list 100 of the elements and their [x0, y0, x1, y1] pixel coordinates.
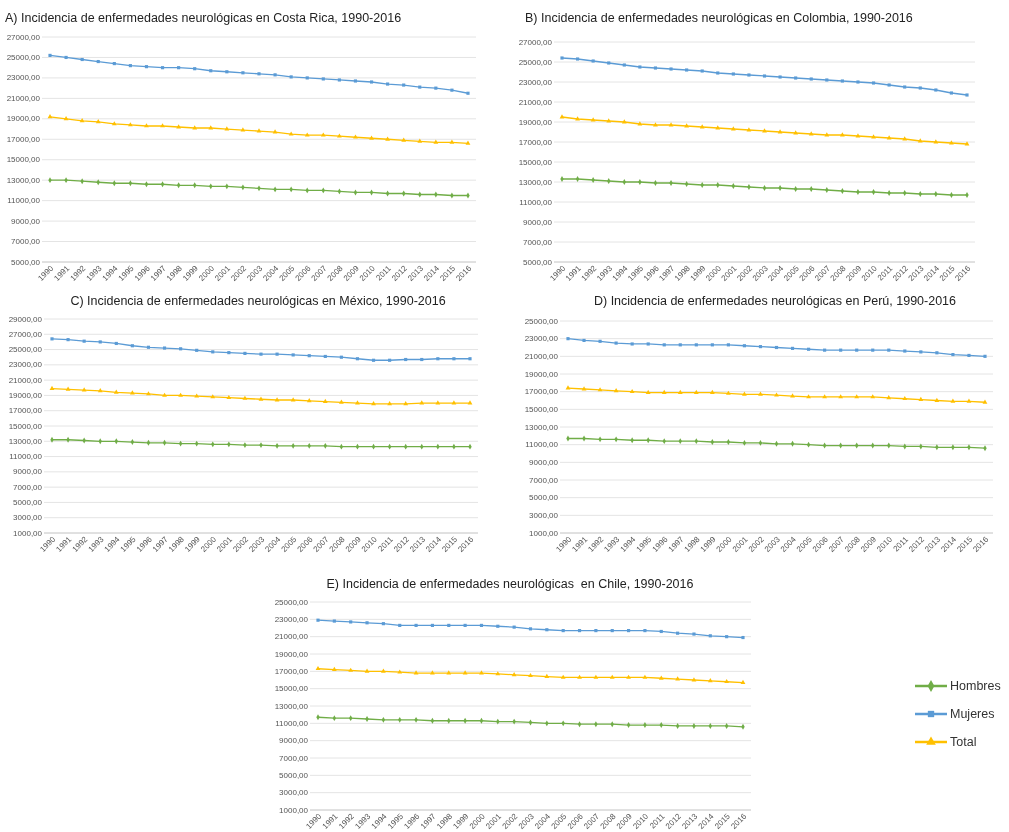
point: [241, 71, 245, 75]
chart-title: B) Incidencia de enfermedades neurológicas en Colombia, 1990-2016: [525, 11, 913, 25]
y-tick-label: 13000,00: [518, 177, 553, 187]
point: [162, 392, 167, 397]
y-tick-label: 11000,00: [519, 197, 553, 207]
point: [337, 78, 341, 82]
point: [576, 57, 580, 61]
point: [380, 668, 386, 673]
point: [544, 673, 550, 678]
point: [381, 716, 386, 723]
point: [565, 385, 571, 390]
point: [774, 440, 779, 447]
y-tick-label: 25000,00: [6, 53, 41, 63]
point: [242, 395, 248, 400]
y-tick-label: 17000,00: [274, 666, 309, 676]
point: [903, 85, 907, 89]
point: [824, 132, 830, 137]
point: [747, 73, 751, 77]
point: [79, 118, 85, 123]
point: [758, 345, 763, 349]
y-tick-label: 13000,00: [8, 436, 43, 446]
point: [871, 348, 875, 352]
point: [80, 57, 84, 62]
point: [626, 674, 631, 679]
point: [323, 442, 328, 449]
point: [275, 352, 279, 356]
point: [762, 185, 767, 191]
point: [577, 721, 582, 728]
point: [643, 629, 647, 633]
point: [742, 391, 747, 396]
point: [762, 74, 767, 78]
point: [577, 674, 582, 679]
point: [806, 441, 811, 448]
point: [403, 443, 408, 450]
point: [822, 394, 828, 399]
y-tick-label: 13000,00: [274, 701, 309, 711]
y-tick-label: 1000,00: [279, 805, 309, 815]
point: [466, 91, 470, 95]
point: [793, 130, 799, 135]
point: [226, 394, 232, 400]
point: [305, 76, 309, 80]
point: [725, 635, 729, 639]
point: [160, 181, 165, 188]
point: [447, 623, 451, 627]
point: [607, 61, 611, 65]
point: [560, 56, 564, 60]
point: [243, 351, 247, 355]
point: [398, 623, 402, 627]
line-series: [560, 176, 969, 198]
point: [331, 666, 337, 671]
point: [452, 357, 456, 361]
point: [348, 715, 353, 722]
point: [614, 341, 618, 345]
point: [291, 353, 295, 357]
point: [336, 133, 342, 138]
point: [414, 623, 418, 627]
point: [838, 394, 844, 399]
point: [840, 188, 845, 194]
point: [545, 628, 549, 632]
y-tick-label: 5000,00: [279, 770, 309, 780]
point: [273, 73, 277, 77]
point: [903, 349, 907, 353]
point: [742, 344, 746, 348]
point: [144, 65, 149, 69]
point: [693, 389, 699, 394]
point: [902, 395, 908, 401]
point: [403, 401, 409, 406]
chart-title: A) Incidencia de enfermedades neurológicas en Costa Rica, 1990-2016: [5, 11, 402, 25]
point: [710, 439, 715, 445]
y-tick-label: 7000,00: [11, 237, 41, 247]
point: [162, 346, 167, 350]
point: [349, 620, 353, 624]
point: [731, 72, 735, 76]
point: [209, 69, 213, 73]
point: [561, 629, 565, 633]
y-tick-label: 9000,00: [13, 467, 43, 477]
point: [724, 678, 730, 684]
y-tick-label: 27000,00: [518, 37, 553, 47]
y-tick-label: 19000,00: [518, 117, 553, 127]
point: [468, 357, 472, 361]
y-tick-label: 25000,00: [274, 597, 309, 607]
point: [388, 358, 392, 362]
point: [758, 391, 763, 396]
legend-label: Hombres: [950, 679, 1001, 694]
point: [950, 398, 956, 403]
point: [700, 182, 704, 188]
point: [918, 191, 922, 197]
point: [258, 396, 264, 401]
point: [794, 76, 798, 80]
point: [709, 389, 715, 394]
point: [65, 386, 71, 391]
y-tick-label: 11000,00: [7, 196, 41, 206]
point: [839, 348, 843, 352]
point: [642, 674, 648, 679]
point: [338, 399, 344, 404]
point: [528, 672, 533, 678]
point: [178, 392, 184, 397]
point: [194, 440, 199, 447]
point: [272, 129, 278, 134]
y-tick-label: 19000,00: [274, 649, 309, 659]
